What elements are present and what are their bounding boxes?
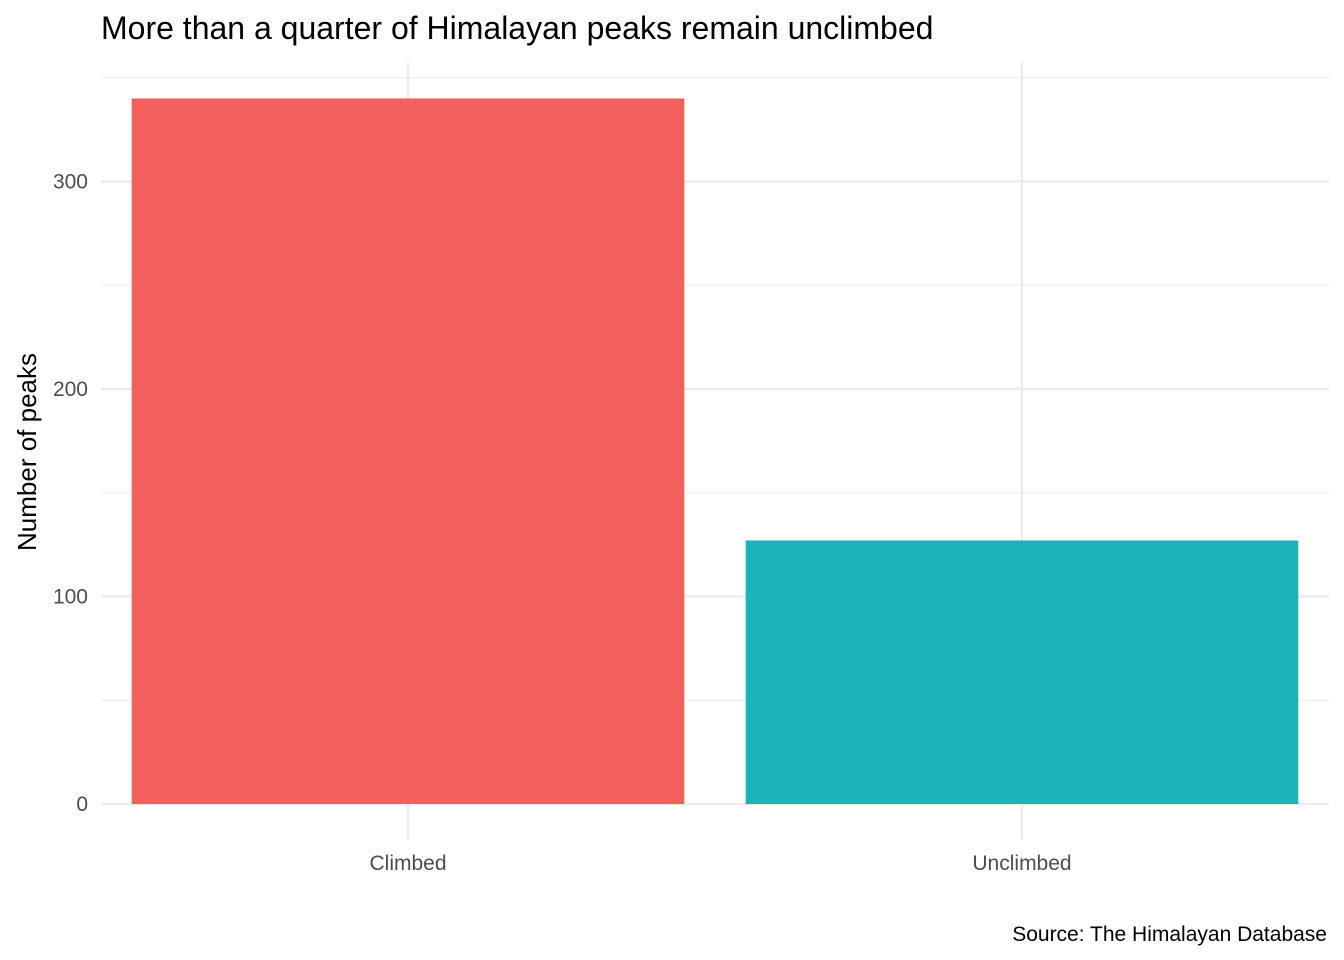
bars xyxy=(131,98,1299,804)
y-tick-label: 200 xyxy=(53,378,88,401)
bar-unclimbed xyxy=(745,540,1299,804)
chart-title: More than a quarter of Himalayan peaks r… xyxy=(101,10,933,46)
x-tick-label: Unclimbed xyxy=(972,852,1071,875)
y-axis-label: Number of peaks xyxy=(12,353,42,551)
y-axis-tick-labels: 0 100 200 300 xyxy=(53,171,88,817)
x-tick-label: Climbed xyxy=(369,852,446,875)
x-axis-tick-labels: Climbed Unclimbed xyxy=(369,852,1071,875)
y-tick-label: 0 xyxy=(76,793,88,816)
y-tick-label: 300 xyxy=(53,171,88,194)
chart-caption: Source: The Himalayan Database xyxy=(1012,923,1327,946)
y-tick-label: 100 xyxy=(53,586,88,609)
bar-climbed xyxy=(131,98,685,804)
